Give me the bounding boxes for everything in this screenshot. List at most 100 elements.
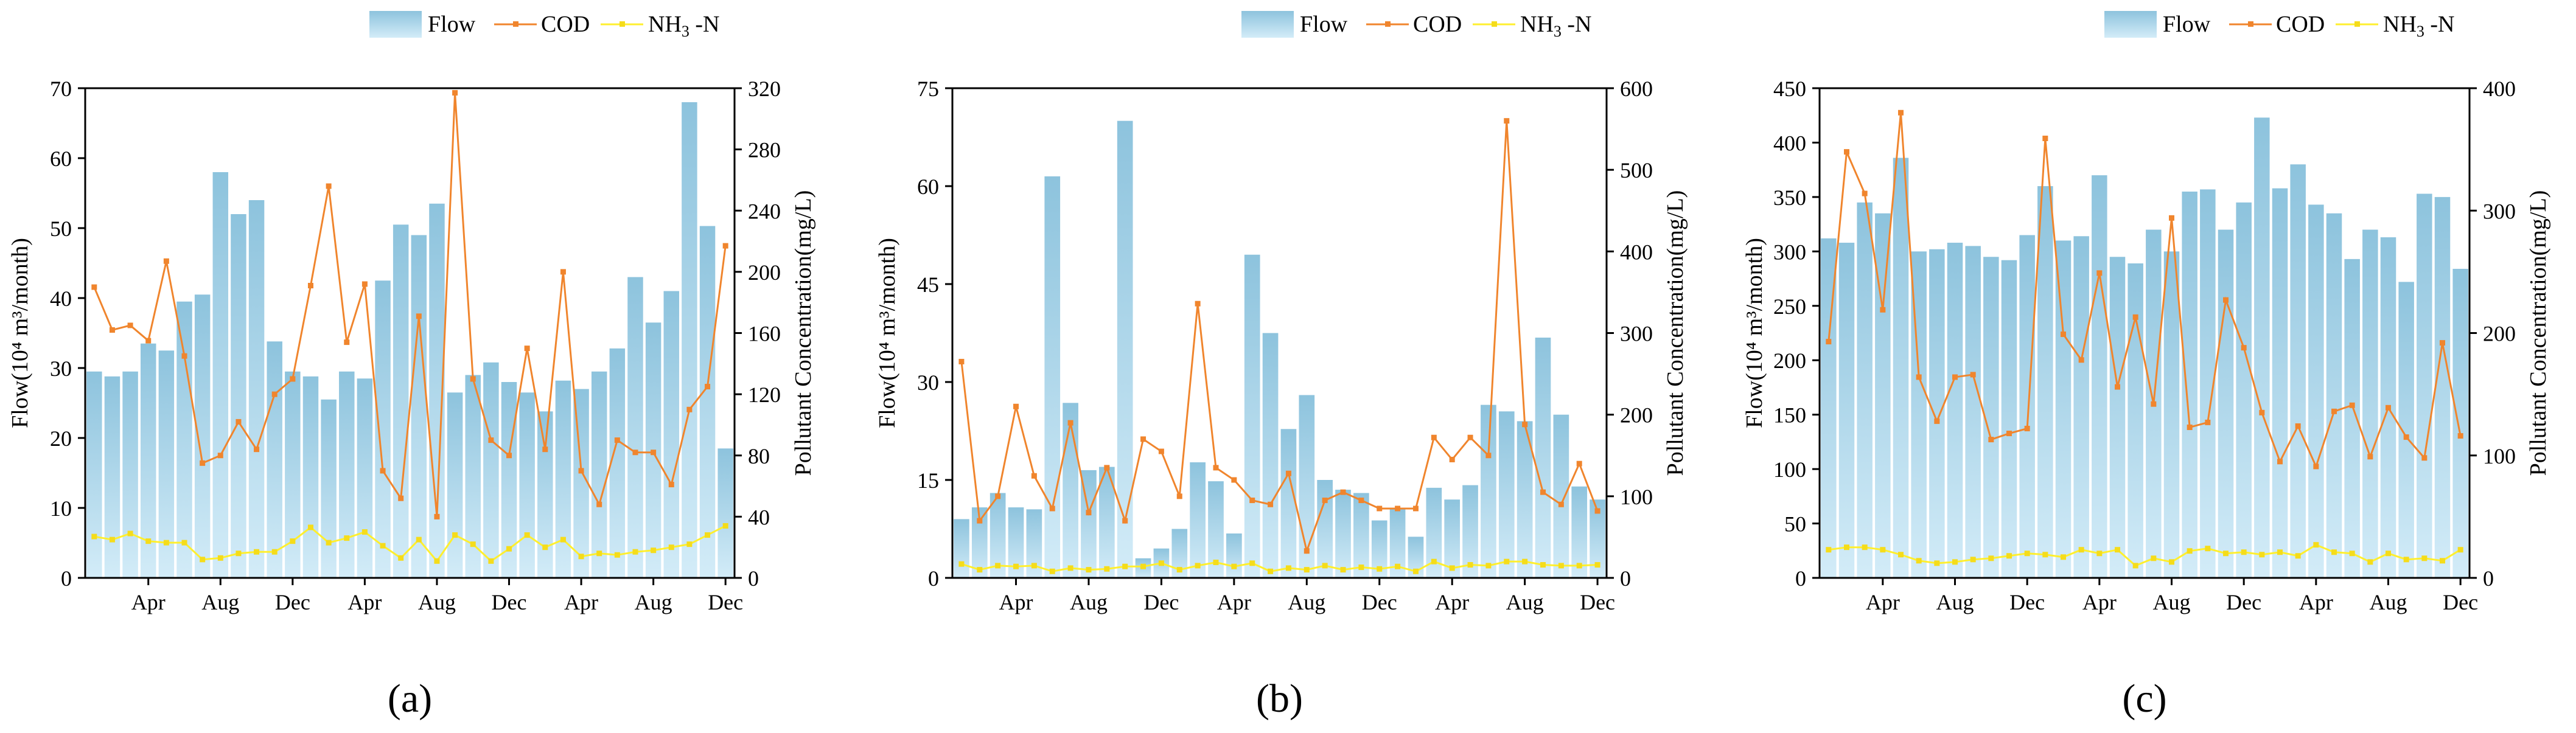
flow-bar <box>1535 338 1551 578</box>
x-tick-label: Dec <box>1143 590 1179 614</box>
left-tick-label: 0 <box>61 566 72 591</box>
nh3-point <box>2313 542 2319 548</box>
x-tick-label: Dec <box>1580 590 1615 614</box>
cod-point <box>1285 470 1291 476</box>
nh3-point <box>307 524 313 530</box>
nh3-point <box>578 554 584 560</box>
flow-bar <box>2182 191 2197 578</box>
right-axis: 0 100 200 300 400 500 600 <box>1607 77 1653 591</box>
nh3-point <box>2457 547 2463 553</box>
cod-point <box>1176 493 1182 499</box>
left-tick-label: 45 <box>917 273 939 297</box>
cod-point <box>181 353 187 359</box>
nh3-point <box>163 540 169 546</box>
nh3-point <box>668 544 674 551</box>
flow-bar <box>1335 490 1351 578</box>
nh3-point <box>705 532 711 538</box>
flow-bar <box>2236 202 2252 578</box>
cod-point <box>307 283 313 289</box>
flow-bar <box>2163 251 2180 578</box>
x-tick-label: Apr <box>564 590 598 614</box>
legend-flow-label: Flow <box>1300 12 1348 37</box>
cod-point <box>2386 405 2391 411</box>
y-axis-title-right: Pollutant Concentration(mg/L) <box>1663 190 1688 476</box>
cod-point <box>2313 464 2319 470</box>
panel-label: (c) <box>2122 676 2166 721</box>
cod-point <box>1826 339 1832 345</box>
nh3-point <box>452 532 458 538</box>
nh3-point <box>1988 555 1994 561</box>
right-tick-label: 320 <box>748 77 781 101</box>
flow-bar <box>1117 120 1133 578</box>
flow-bar <box>2272 188 2288 578</box>
nh3-point <box>1304 567 1310 573</box>
nh3-point <box>326 540 332 546</box>
left-tick-label: 0 <box>1795 566 1806 591</box>
nh3-point <box>109 537 115 543</box>
legend-nh3-label: NH3 -N <box>2383 12 2455 40</box>
cod-point <box>1467 434 1473 440</box>
cod-point <box>1195 300 1201 307</box>
right-tick-label: 160 <box>748 322 781 346</box>
nh3-point <box>614 552 620 558</box>
x-tick-label: Dec <box>1362 590 1397 614</box>
cod-point <box>344 339 350 346</box>
right-tick-label: 400 <box>1620 240 1653 264</box>
cod-point <box>2024 425 2030 431</box>
flow-bar <box>465 375 481 578</box>
flow-bar <box>285 371 301 578</box>
cod-point <box>163 258 169 264</box>
flow-bar <box>1262 333 1279 578</box>
flow-bar <box>1353 493 1369 578</box>
cod-point <box>1880 307 1886 313</box>
nh3-point <box>651 547 657 554</box>
flow-bar <box>1838 243 1855 578</box>
left-tick-label: 75 <box>917 77 939 101</box>
cod-line <box>93 92 727 517</box>
cod-point <box>1086 510 1092 516</box>
nh3-point <box>2169 559 2174 565</box>
legend-nh3-marker <box>620 21 625 27</box>
right-tick-label: 500 <box>1620 158 1653 182</box>
cod-point <box>1268 501 1274 507</box>
cod-point <box>995 493 1001 499</box>
left-tick-label: 450 <box>1773 77 1806 101</box>
cod-point <box>2061 332 2066 338</box>
flow-bar <box>1983 257 1999 578</box>
cod-point <box>1049 505 1055 512</box>
cod-point <box>2132 314 2138 320</box>
flow-bar <box>2127 263 2143 578</box>
nh3-point <box>91 533 97 540</box>
nh3-point <box>1086 567 1092 573</box>
left-tick-label: 100 <box>1773 457 1806 482</box>
nh3-point <box>1449 565 1455 571</box>
panel-label: (a) <box>388 676 432 721</box>
cod-point <box>2078 357 2084 363</box>
flow-bar <box>1571 486 1588 578</box>
cod-point <box>254 446 260 453</box>
right-tick-label: 0 <box>748 566 759 591</box>
cod-point <box>2006 431 2012 437</box>
flow-bar <box>1244 254 1260 578</box>
right-tick-label: 200 <box>2483 322 2516 346</box>
nh3-point <box>1013 563 1019 569</box>
legend: Flow COD NH3 -N <box>2104 11 2455 40</box>
right-tick-label: 0 <box>1620 566 1631 591</box>
flow-bar <box>411 235 427 578</box>
flow-bar <box>1947 243 1963 578</box>
panel-c: Flow COD NH3 -N 0 50 100 150 200 250 300 350 400 450… <box>1742 11 2551 721</box>
cod-point <box>1067 420 1073 426</box>
nh3-point <box>1195 563 1201 569</box>
nh3-point <box>200 557 206 563</box>
left-tick-label: 300 <box>1773 240 1806 264</box>
y-axis-title-right: Pollutant Concentration(mg/L) <box>2525 190 2551 476</box>
nh3-point <box>1826 547 1832 553</box>
cod-point <box>1594 508 1600 514</box>
left-tick-label: 30 <box>917 370 939 395</box>
flow-bar <box>86 371 102 578</box>
nh3-point <box>506 546 512 552</box>
nh3-point <box>2223 551 2229 557</box>
flow-bar <box>1893 158 1909 578</box>
nh3-point <box>1322 563 1328 569</box>
cod-point <box>416 313 422 319</box>
